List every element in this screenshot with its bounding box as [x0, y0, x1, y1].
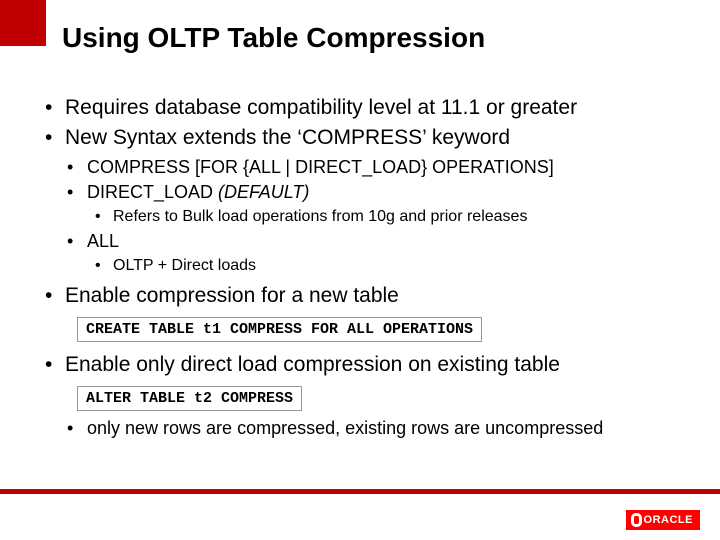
bullet-level0: Enable only direct load compression on e… [45, 352, 690, 378]
corner-accent [0, 0, 46, 46]
bullet-level2: Refers to Bulk load operations from 10g … [95, 206, 690, 228]
code-snippet: ALTER TABLE t2 COMPRESS [77, 386, 302, 411]
bullet-level1: DIRECT_LOAD (DEFAULT) [67, 181, 690, 204]
logo-text: ORACLE [644, 514, 693, 526]
footer-divider [0, 489, 720, 494]
bullet-level0: Requires database compatibility level at… [45, 95, 690, 121]
content-area: Requires database compatibility level at… [45, 95, 690, 443]
slide-title: Using OLTP Table Compression [62, 22, 485, 54]
oracle-logo: ORACLE [626, 510, 700, 530]
bullet-text-italic: (DEFAULT) [218, 182, 309, 202]
bullet-level2: OLTP + Direct loads [95, 255, 690, 277]
bullet-level0: New Syntax extends the ‘COMPRESS’ keywor… [45, 125, 690, 151]
bullet-level1: COMPRESS [FOR {ALL | DIRECT_LOAD} OPERAT… [67, 156, 690, 179]
bullet-level1: ALL [67, 230, 690, 253]
bullet-level1: only new rows are compressed, existing r… [67, 417, 690, 440]
code-snippet: CREATE TABLE t1 COMPRESS FOR ALL OPERATI… [77, 317, 482, 342]
slide: Using OLTP Table Compression Requires da… [0, 0, 720, 540]
logo-o-icon [631, 513, 642, 527]
bullet-level0: Enable compression for a new table [45, 283, 690, 309]
bullet-text: DIRECT_LOAD [87, 182, 218, 202]
